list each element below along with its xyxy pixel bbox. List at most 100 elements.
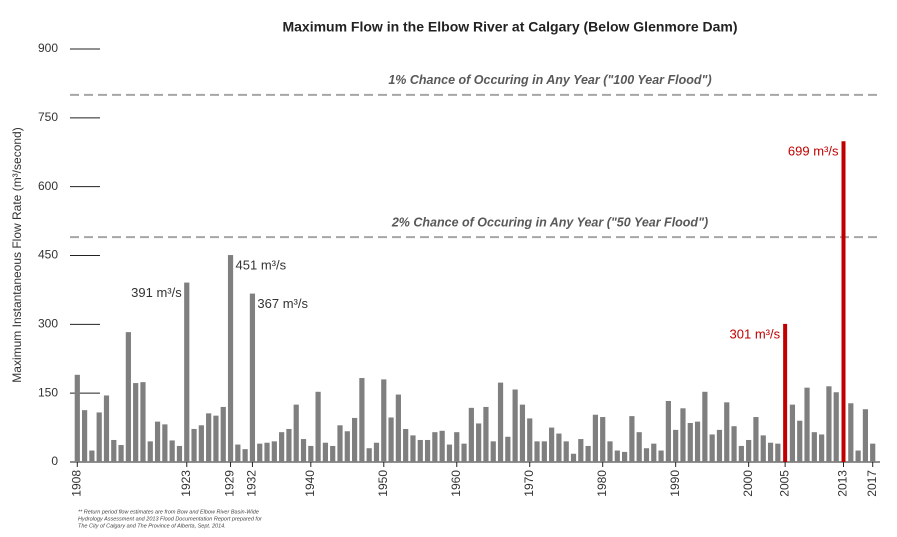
bar: [636, 432, 642, 462]
y-tick-label: 450: [38, 248, 58, 262]
bar: [286, 428, 292, 462]
bar: [184, 282, 190, 462]
bar: [220, 406, 226, 462]
bar: [227, 255, 234, 462]
bar: [789, 404, 796, 462]
bar: [257, 443, 263, 462]
bar: [673, 429, 679, 462]
bar: [249, 293, 256, 462]
value-label: 451 m³/s: [236, 257, 287, 272]
value-label: 367 m³/s: [257, 296, 308, 311]
bar: [264, 442, 270, 462]
bar: [592, 414, 599, 462]
bar: [833, 392, 839, 462]
bar: [206, 413, 212, 462]
bar: [366, 448, 372, 462]
bar: [191, 428, 197, 462]
bar: [424, 439, 431, 462]
bar: [96, 412, 102, 462]
bar: [716, 429, 723, 462]
value-label: 301 m³/s: [730, 326, 781, 341]
bar: [826, 386, 832, 462]
bar: [724, 402, 730, 462]
bar: [154, 421, 161, 462]
bar: [651, 443, 657, 462]
bar: [483, 406, 489, 462]
bar: [279, 432, 285, 462]
bar: [614, 450, 620, 462]
bar: [797, 420, 803, 462]
chart-title: Maximum Flow in the Elbow River at Calga…: [282, 19, 737, 35]
y-tick-label: 0: [51, 454, 58, 468]
bar: [468, 407, 474, 462]
x-tick-label: 1932: [245, 470, 259, 497]
bar: [439, 430, 445, 462]
bar: [804, 387, 810, 462]
bar: [643, 448, 650, 462]
bar: [578, 439, 584, 462]
bar: [767, 442, 774, 462]
bar: [760, 435, 766, 462]
bar: [870, 443, 876, 462]
bar: [89, 450, 95, 462]
bar: [242, 449, 248, 462]
bar: [702, 391, 708, 462]
y-axis-label: Maximum Instantaneous Flow Rate (m³/seco…: [10, 127, 24, 382]
reference-label: 1% Chance of Occuring in Any Year ("100 …: [388, 73, 711, 87]
bar: [300, 439, 307, 462]
bar: [709, 434, 715, 462]
bar: [819, 434, 825, 462]
bar: [308, 445, 314, 462]
x-tick-label: 1940: [303, 470, 317, 497]
bar: [140, 382, 146, 462]
bar: [111, 439, 117, 462]
bar: [563, 441, 569, 462]
bar: [322, 442, 329, 462]
bar: [103, 395, 110, 462]
x-tick-label: 1908: [69, 470, 83, 497]
x-tick-label: 1929: [223, 470, 237, 497]
y-tick-label: 900: [38, 41, 58, 55]
bar: [74, 374, 80, 462]
bar: [862, 409, 869, 462]
y-tick-label: 750: [38, 110, 58, 124]
bar: [213, 415, 219, 462]
footnote: The City of Calgary and The Province of …: [78, 523, 226, 529]
bar: [410, 435, 416, 462]
bar: [454, 432, 460, 462]
x-tick-label: 1980: [595, 470, 609, 497]
bar: [133, 383, 139, 462]
bar: [841, 141, 846, 462]
x-tick-label: 1960: [449, 470, 463, 497]
bar: [658, 450, 664, 462]
bar: [271, 441, 277, 462]
bar: [541, 441, 547, 462]
bar: [359, 378, 365, 462]
bar: [490, 441, 496, 462]
bar: [534, 441, 540, 462]
bar: [497, 382, 504, 462]
bar: [811, 432, 817, 462]
x-tick-label: 2017: [865, 470, 879, 497]
x-tick-label: 1950: [376, 470, 390, 497]
x-tick-label: 1990: [668, 470, 682, 497]
x-tick-label: 1923: [179, 470, 193, 497]
bar: [315, 391, 321, 462]
bar: [293, 404, 299, 462]
bar: [629, 416, 635, 462]
bar: [527, 418, 533, 462]
bar: [556, 433, 562, 462]
x-tick-label: 1970: [522, 470, 536, 497]
bar: [169, 440, 175, 462]
bar: [162, 424, 168, 462]
bar: [680, 408, 686, 462]
y-tick-label: 150: [38, 385, 58, 399]
bar: [330, 445, 336, 462]
value-label: 699 m³/s: [788, 144, 839, 159]
reference-label: 2% Chance of Occuring in Any Year ("50 Y…: [391, 215, 708, 229]
bar: [235, 444, 241, 462]
bar: [738, 445, 744, 462]
bar: [373, 442, 380, 462]
y-tick-label: 300: [38, 317, 58, 331]
bar: [549, 427, 555, 462]
